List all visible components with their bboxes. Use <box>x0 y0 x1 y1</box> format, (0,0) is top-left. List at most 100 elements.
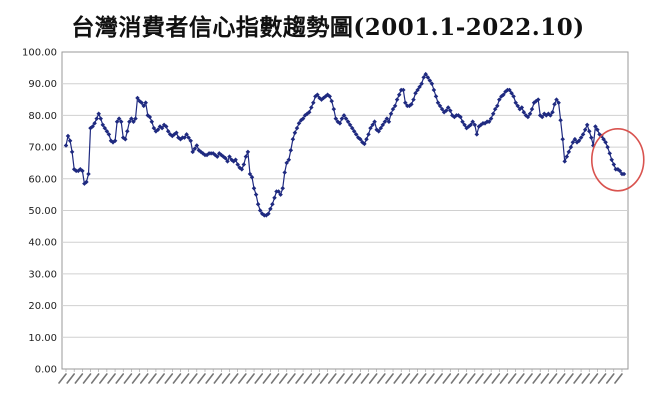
data-point <box>282 170 287 175</box>
data-point <box>67 138 73 144</box>
data-point <box>609 157 614 163</box>
data-point <box>593 124 598 129</box>
x-tick-label-glyph <box>360 373 370 384</box>
x-tick-label-glyph <box>540 373 550 384</box>
data-point <box>366 132 371 137</box>
data-point <box>529 106 535 112</box>
x-tick-label-glyph <box>548 373 558 384</box>
x-tick-label-glyph <box>139 373 149 384</box>
x-tick-label-glyph <box>491 373 501 384</box>
data-point <box>118 119 124 124</box>
data-point <box>560 136 565 142</box>
data-point <box>605 144 610 150</box>
x-tick-label-glyph <box>295 373 304 384</box>
data-point <box>149 119 155 124</box>
data-point <box>358 136 363 142</box>
x-tick-label-glyph <box>524 373 533 384</box>
data-point <box>495 103 500 109</box>
y-tick-label: 40.00 <box>28 238 57 249</box>
data-point <box>380 122 386 128</box>
x-tick-label-glyph <box>393 373 403 384</box>
data-point <box>607 151 612 156</box>
data-point <box>472 122 478 128</box>
y-tick-label: 90.00 <box>28 79 57 90</box>
x-tick-label-glyph <box>180 373 190 384</box>
data-point <box>86 171 91 177</box>
y-tick-label: 10.00 <box>28 333 57 344</box>
data-point <box>433 94 439 99</box>
data-point <box>284 160 289 166</box>
x-tick-label-glyph <box>99 373 108 384</box>
data-point <box>292 130 298 136</box>
x-tick-label-glyph <box>565 373 574 384</box>
data-point <box>427 78 433 83</box>
x-tick-label-glyph <box>466 373 476 384</box>
y-tick-label: 60.00 <box>28 174 57 185</box>
data-point <box>251 186 257 191</box>
x-tick-label-glyph <box>507 373 517 384</box>
data-point <box>270 201 275 207</box>
y-tick-label: 0.00 <box>35 365 57 376</box>
data-point <box>309 105 314 110</box>
x-tick-label-glyph <box>131 373 141 384</box>
x-tick-label-glyph <box>115 373 125 384</box>
x-tick-label-glyph <box>426 373 435 384</box>
data-point <box>378 125 384 131</box>
data-point <box>104 129 110 134</box>
data-point <box>396 92 402 98</box>
data-point <box>65 133 71 139</box>
x-tick-label-glyph <box>581 373 591 384</box>
x-tick-label-glyph <box>229 373 239 384</box>
data-point <box>611 162 617 167</box>
data-point <box>566 149 572 155</box>
data-point <box>127 119 132 124</box>
data-point <box>143 100 148 105</box>
x-tick-label-glyph <box>573 373 582 384</box>
x-tick-label-glyph <box>336 373 345 384</box>
x-tick-label-glyph <box>368 373 378 384</box>
x-tick-label-glyph <box>213 373 223 384</box>
data-point <box>141 103 146 109</box>
x-tick-label-glyph <box>262 373 272 384</box>
series-line <box>65 73 624 216</box>
data-point <box>448 108 453 113</box>
data-point <box>431 87 437 93</box>
data-point <box>474 132 480 137</box>
data-point <box>353 132 359 137</box>
data-point <box>272 195 277 201</box>
data-point <box>394 97 400 102</box>
y-tick-label: 80.00 <box>28 111 57 122</box>
x-tick-label-glyph <box>556 373 566 384</box>
x-tick-label-glyph <box>352 373 362 384</box>
x-tick-label-glyph <box>450 373 460 384</box>
data-point <box>163 124 169 129</box>
data-point <box>94 116 99 121</box>
x-tick-label-glyph <box>123 373 133 384</box>
y-tick-label: 100.00 <box>22 48 57 59</box>
data-point <box>255 201 261 207</box>
x-tick-label-glyph <box>66 373 75 384</box>
x-tick-label-glyph <box>605 373 615 384</box>
x-tick-label-glyph <box>254 373 264 384</box>
data-point <box>280 186 285 191</box>
x-tick-label-glyph <box>442 373 452 384</box>
x-tick-label-glyph <box>156 373 165 384</box>
data-point <box>98 116 103 121</box>
x-tick-label-glyph <box>90 373 100 384</box>
data-point <box>114 119 120 124</box>
data-point <box>362 141 367 147</box>
x-tick-label-glyph <box>597 373 607 384</box>
data-point <box>125 129 130 134</box>
x-tick-label-glyph <box>74 373 84 384</box>
x-tick-label-glyph <box>516 373 525 384</box>
x-tick-label-glyph <box>417 373 427 384</box>
data-point <box>243 154 249 159</box>
x-tick-label-glyph <box>589 373 599 384</box>
data-point <box>290 136 296 142</box>
data-point <box>268 206 273 212</box>
data-point <box>562 159 567 164</box>
x-tick-label-glyph <box>499 373 509 384</box>
x-tick-label-glyph <box>58 373 67 384</box>
data-point <box>582 127 588 132</box>
